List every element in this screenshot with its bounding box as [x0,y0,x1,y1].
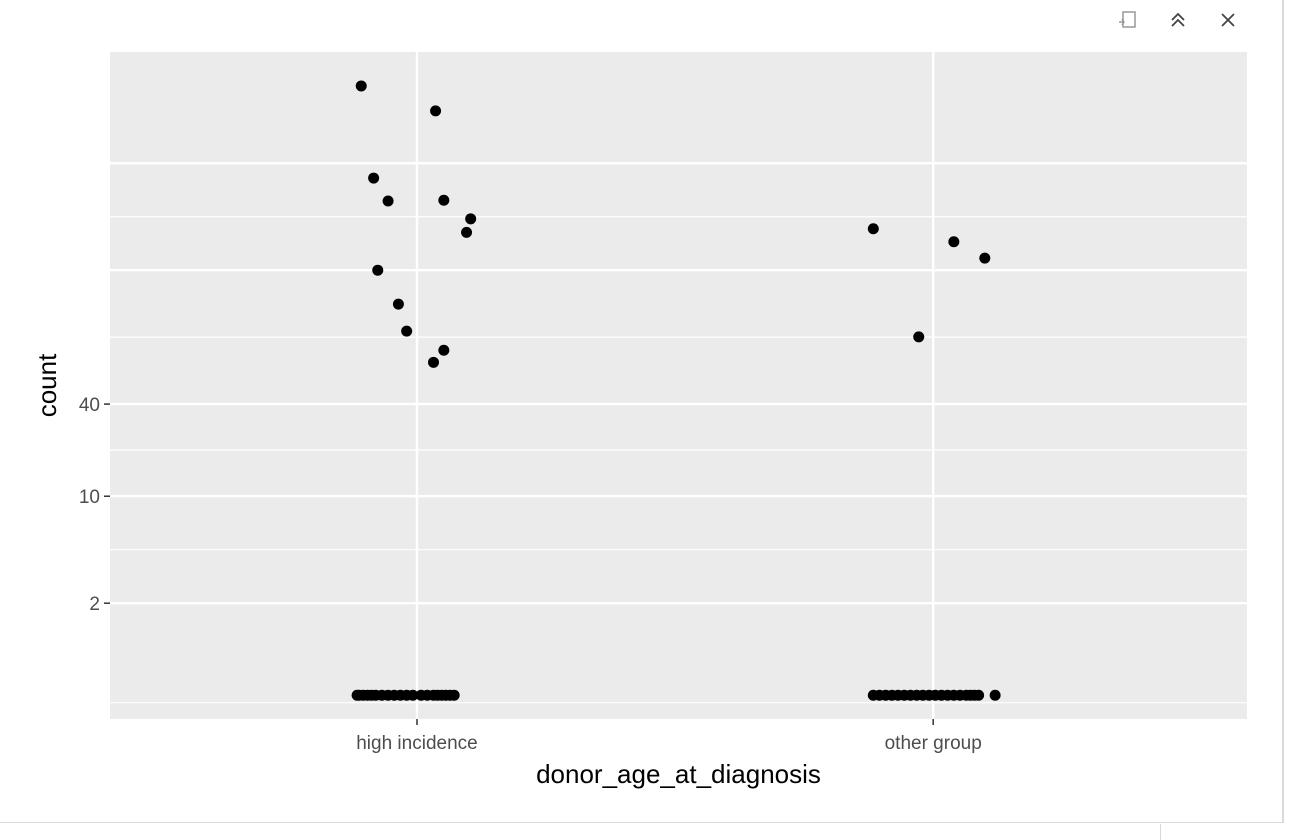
data-point [438,194,450,206]
y-tick-label: 2 [89,594,100,615]
x-tick-label: high incidence [356,733,477,754]
grid-minor [110,216,1247,704]
data-point [401,325,413,337]
plot-toolbar [1114,8,1242,32]
close-button[interactable] [1214,8,1242,32]
data-point [368,172,380,184]
y-tick-label: 40 [79,395,100,416]
scatter-chart: 2 10 40 high incidence other group donor_ag… [32,52,1247,789]
data-point [430,105,442,117]
export-icon [1119,11,1136,28]
data-point [448,689,460,701]
data-point [355,80,367,92]
data-point [428,356,440,368]
export-button[interactable] [1114,8,1142,32]
data-point [461,226,473,238]
divider [1160,824,1161,840]
close-icon [1221,13,1235,27]
y-tick-label: 10 [79,487,100,508]
y-axis-title: count [32,353,62,417]
data-point [948,236,960,248]
data-point [867,223,879,235]
data-point [989,689,1001,701]
plot-pane: 2 10 40 high incidence other group donor_ag… [0,0,1284,823]
data-point [372,264,384,276]
grid-major [110,52,1247,719]
x-tick-label: other group [885,733,982,754]
plot-panel [110,52,1247,719]
data-points [351,80,1001,701]
data-point [438,344,450,356]
collapse-up-button[interactable] [1164,8,1192,32]
data-point [979,252,991,264]
data-point [913,331,925,343]
y-axis: 2 10 40 [79,395,110,615]
data-point [407,689,419,701]
collapse-up-icon [1171,12,1185,27]
data-point [465,213,477,225]
data-point [382,195,394,207]
x-axis: high incidence other group [356,719,982,754]
data-point [973,689,985,701]
x-axis-title: donor_age_at_diagnosis [536,759,821,789]
data-point [392,298,404,310]
